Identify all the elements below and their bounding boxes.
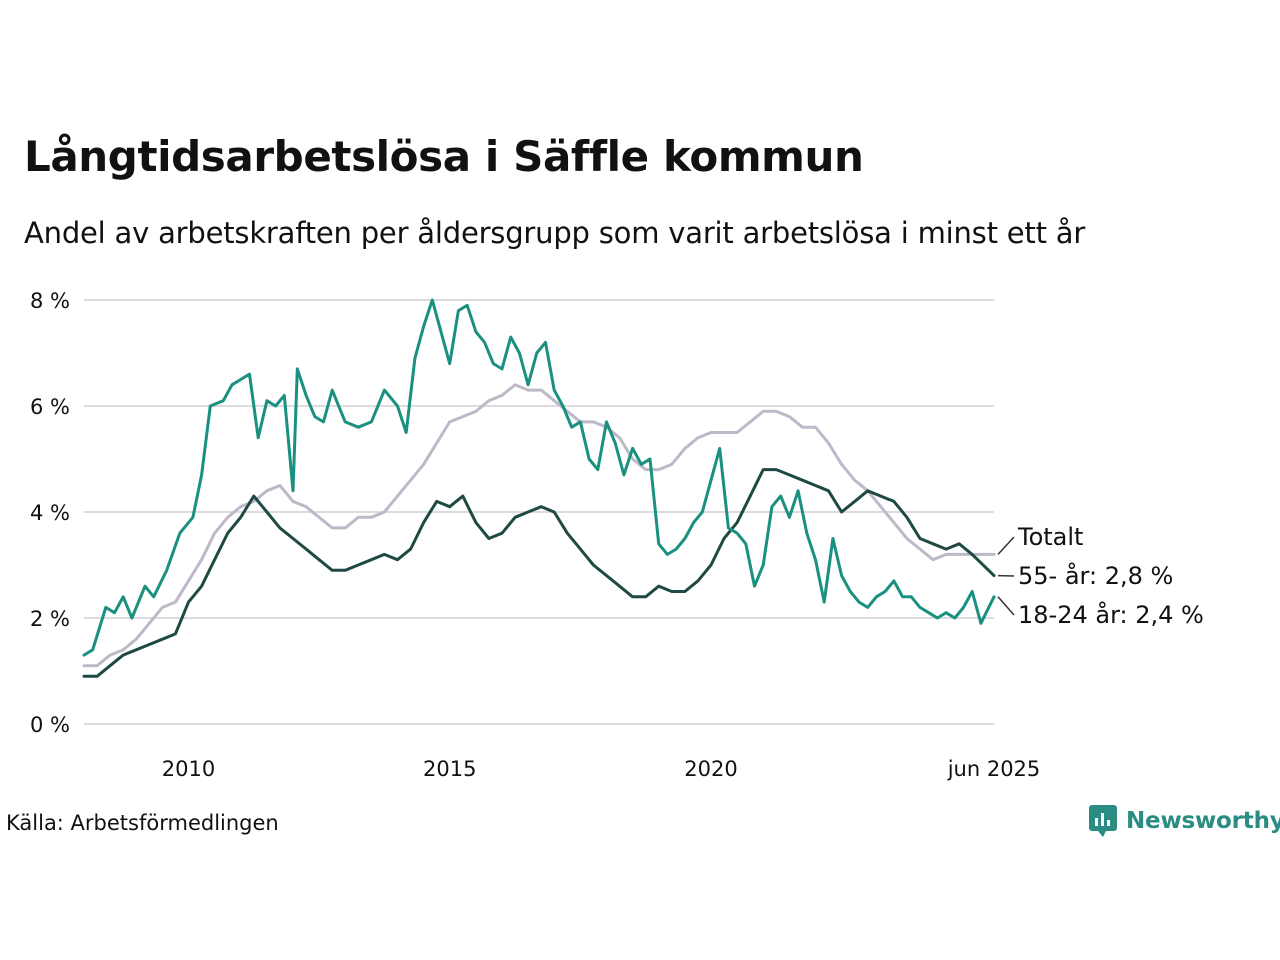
- newsworthy-logo[interactable]: Newsworthy: [1088, 804, 1280, 838]
- y-tick-label: 0 %: [30, 713, 70, 737]
- series-line-senior: [82, 468, 996, 678]
- newsworthy-logo-text: Newsworthy: [1126, 808, 1280, 834]
- gridlines: [84, 299, 994, 725]
- series-line-youth: [82, 298, 996, 657]
- end-labels: Totalt 55- år: 2,8 % 18-24 år: 2,4 %: [997, 523, 1204, 629]
- end-label-total: Totalt: [1017, 523, 1083, 551]
- x-tick-label: jun 2025: [947, 757, 1041, 781]
- x-tick-label: 2020: [684, 757, 737, 781]
- y-tick-label: 2 %: [30, 607, 70, 631]
- source-note: Källa: Arbetsförmedlingen: [6, 811, 279, 835]
- chart-subtitle: Andel av arbetskraften per åldersgrupp s…: [24, 216, 1086, 250]
- leader-line-total: [997, 536, 1015, 555]
- x-tick-label: 2010: [162, 757, 215, 781]
- y-tick-label: 6 %: [30, 395, 70, 419]
- end-label-senior: 55- år: 2,8 %: [1018, 561, 1173, 590]
- x-axis-ticks: 2010 2015 2020 jun 2025: [162, 757, 1041, 781]
- end-label-youth: 18-24 år: 2,4 %: [1018, 600, 1204, 629]
- y-axis-ticks: 0 % 2 % 4 % 6 % 8 %: [30, 289, 70, 737]
- chart-title: Långtidsarbetslösa i Säffle kommun: [24, 132, 864, 181]
- series-line-total: [82, 383, 996, 668]
- series-lines: [82, 298, 996, 678]
- y-tick-label: 8 %: [30, 289, 70, 313]
- x-tick-label: 2015: [423, 757, 476, 781]
- newsworthy-logo-icon: [1089, 805, 1117, 837]
- leader-line-youth: [997, 596, 1015, 616]
- y-tick-label: 4 %: [30, 501, 70, 525]
